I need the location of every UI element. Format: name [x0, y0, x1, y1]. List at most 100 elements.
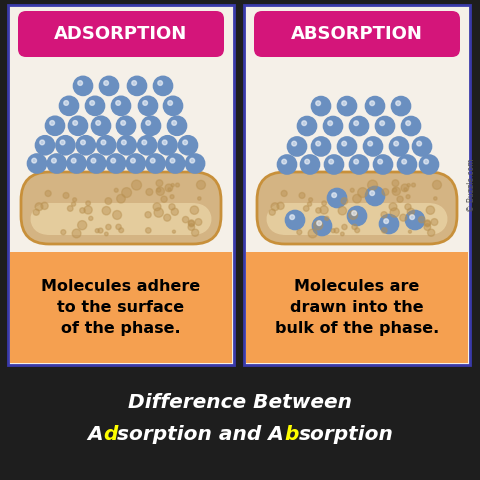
Circle shape [154, 76, 172, 96]
Circle shape [99, 76, 119, 96]
Circle shape [121, 120, 126, 125]
Circle shape [146, 120, 151, 125]
Circle shape [394, 141, 398, 146]
Circle shape [405, 204, 411, 210]
Circle shape [342, 141, 347, 146]
Circle shape [354, 121, 359, 126]
Circle shape [331, 228, 335, 233]
Circle shape [401, 184, 408, 192]
Circle shape [86, 201, 90, 205]
Circle shape [96, 120, 100, 125]
Circle shape [277, 202, 284, 209]
Circle shape [161, 196, 167, 203]
Circle shape [89, 216, 93, 220]
Circle shape [337, 96, 357, 116]
Circle shape [162, 140, 167, 145]
Circle shape [72, 158, 76, 163]
Circle shape [348, 206, 367, 226]
Circle shape [277, 155, 297, 174]
Circle shape [402, 159, 407, 164]
Circle shape [308, 202, 312, 206]
Circle shape [312, 137, 331, 156]
Circle shape [117, 194, 125, 203]
Circle shape [158, 136, 177, 155]
FancyBboxPatch shape [21, 172, 221, 244]
Circle shape [169, 204, 175, 210]
Circle shape [419, 216, 425, 223]
Circle shape [164, 96, 182, 115]
Circle shape [329, 159, 334, 164]
Circle shape [380, 215, 398, 233]
Circle shape [72, 229, 81, 238]
Circle shape [352, 211, 357, 216]
Circle shape [69, 116, 87, 135]
Circle shape [370, 101, 374, 106]
Circle shape [85, 96, 105, 115]
Circle shape [428, 229, 435, 236]
Bar [8, 5, 234, 365]
Text: A: A [87, 425, 103, 444]
Circle shape [168, 101, 172, 105]
Circle shape [195, 218, 202, 226]
Circle shape [63, 192, 69, 198]
Circle shape [300, 155, 320, 174]
Circle shape [142, 140, 147, 145]
Circle shape [324, 117, 343, 135]
Circle shape [426, 206, 434, 215]
Circle shape [182, 216, 189, 223]
Circle shape [302, 121, 307, 126]
FancyBboxPatch shape [30, 203, 212, 235]
Circle shape [27, 154, 47, 173]
Circle shape [192, 229, 199, 236]
Circle shape [122, 188, 132, 197]
Circle shape [297, 229, 302, 235]
Circle shape [64, 101, 69, 105]
Text: Molecules adhere
to the surface
of the phase.: Molecules adhere to the surface of the p… [41, 279, 201, 336]
Circle shape [370, 191, 374, 195]
Circle shape [153, 203, 161, 211]
Circle shape [269, 209, 276, 215]
Circle shape [298, 117, 316, 135]
Circle shape [355, 228, 360, 233]
Circle shape [390, 208, 399, 217]
Circle shape [303, 205, 309, 211]
Circle shape [176, 183, 180, 187]
Circle shape [431, 218, 438, 226]
Circle shape [139, 96, 157, 115]
Circle shape [164, 214, 171, 221]
Circle shape [97, 136, 116, 155]
Circle shape [114, 188, 118, 192]
Circle shape [365, 187, 384, 205]
Text: b: b [284, 425, 299, 444]
Text: sorption: sorption [299, 425, 394, 444]
Circle shape [397, 196, 403, 203]
FancyBboxPatch shape [18, 11, 224, 57]
Circle shape [410, 215, 415, 219]
Circle shape [406, 195, 410, 199]
Text: Molecules are
drawn into the
bulk of the phase.: Molecules are drawn into the bulk of the… [275, 279, 439, 336]
Circle shape [132, 180, 142, 190]
Circle shape [126, 154, 145, 173]
Text: d: d [103, 425, 117, 444]
Circle shape [292, 141, 297, 146]
Circle shape [170, 195, 174, 199]
Circle shape [107, 154, 126, 173]
Circle shape [424, 159, 429, 164]
Circle shape [417, 141, 421, 146]
Circle shape [90, 101, 95, 105]
Circle shape [378, 159, 383, 164]
Circle shape [36, 136, 55, 155]
Circle shape [168, 188, 171, 191]
Circle shape [320, 206, 328, 214]
Circle shape [80, 208, 85, 213]
Circle shape [156, 180, 163, 187]
Circle shape [128, 76, 146, 96]
Circle shape [316, 101, 321, 106]
Circle shape [146, 154, 165, 173]
Circle shape [404, 188, 407, 191]
Circle shape [389, 203, 397, 211]
Circle shape [363, 137, 383, 156]
Circle shape [328, 121, 333, 126]
Circle shape [106, 224, 111, 229]
Circle shape [316, 208, 321, 213]
